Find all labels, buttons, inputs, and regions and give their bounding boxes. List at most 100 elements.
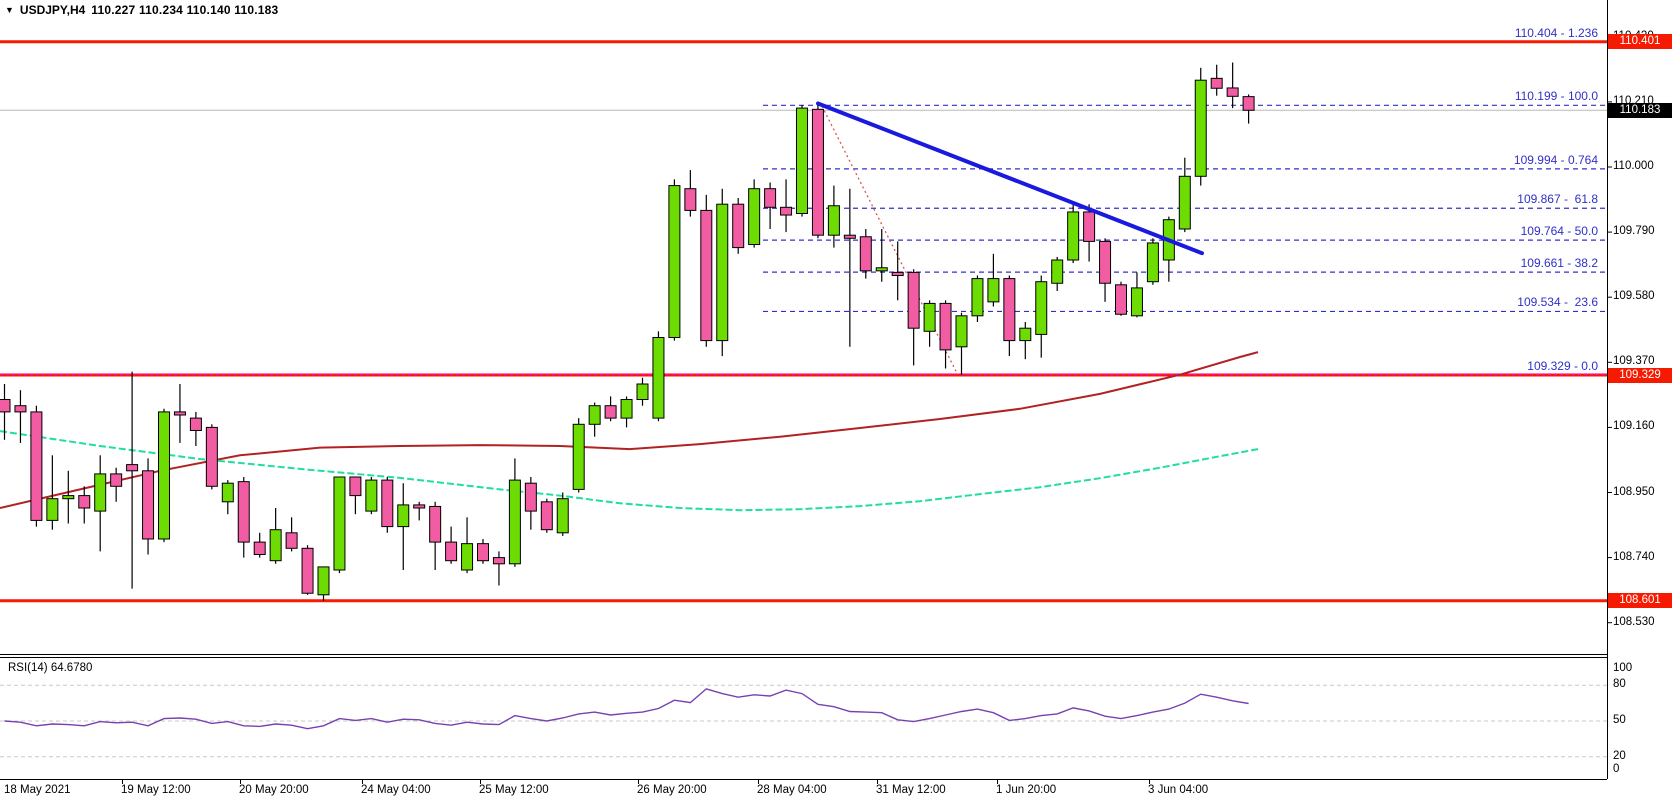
fib-level-label: 109.534 - 23.6	[1517, 295, 1598, 310]
rsi-scale-label: 80	[1613, 678, 1626, 690]
price-axis-label: 108.740	[1613, 550, 1655, 563]
candle-body	[78, 495, 91, 509]
fib-level-label: 110.199 - 100.0	[1514, 89, 1598, 104]
candle-body	[492, 557, 505, 565]
candle-body	[461, 543, 474, 571]
price-badge: 110.183	[1608, 102, 1672, 118]
price-axis-label: 108.530	[1613, 615, 1655, 628]
candle-body	[748, 188, 761, 245]
rsi-indicator-label: RSI(14) 64.6780	[8, 662, 93, 674]
candle-body	[1178, 175, 1191, 230]
candle-body	[1067, 211, 1080, 261]
candle-body	[1019, 327, 1032, 342]
candle-body	[62, 495, 75, 500]
candle-body	[780, 206, 793, 216]
candle-body	[237, 481, 250, 543]
price-badge: 108.601	[1608, 593, 1672, 609]
candle-body	[636, 383, 649, 400]
candle-body	[796, 107, 808, 214]
horizontal-lines[interactable]	[0, 40, 1607, 603]
price-axis-label: 109.160	[1613, 420, 1655, 433]
candle-body	[253, 541, 266, 555]
rsi-scale-label: 20	[1613, 750, 1626, 762]
candle-body	[317, 566, 330, 596]
time-axis-label[interactable]: 18 May 2021	[4, 784, 71, 796]
rsi-panel[interactable]	[0, 684, 1607, 758]
candle-body	[620, 399, 633, 419]
rsi-scale-label: 100	[1613, 662, 1633, 674]
moving-average-fast-teal	[0, 430, 1259, 512]
candle-body	[221, 482, 234, 503]
candle-body	[333, 476, 346, 571]
candle-body	[14, 405, 27, 413]
candle-body	[540, 501, 553, 531]
candle-body	[1003, 278, 1016, 342]
candle-body	[285, 532, 298, 549]
candle-body	[142, 470, 155, 540]
price-axis-label: 110.000	[1613, 160, 1654, 172]
candle-body	[269, 529, 282, 562]
candle-body	[700, 209, 713, 342]
candle-body	[110, 473, 123, 487]
time-axis-label[interactable]: 19 May 12:00	[121, 784, 191, 796]
candle-body	[588, 405, 601, 425]
candle-body	[811, 108, 824, 236]
candlesticks	[0, 62, 1255, 601]
candle-body	[875, 267, 888, 272]
candle-body	[556, 498, 569, 534]
price-badge: 110.401	[1608, 34, 1672, 50]
candle-body	[827, 205, 840, 236]
time-axis-label[interactable]: 31 May 12:00	[876, 784, 946, 796]
candle-body	[30, 411, 43, 521]
descending-trendline[interactable]	[816, 101, 1204, 256]
candle-body	[477, 543, 489, 562]
rsi-scale-label: 50	[1613, 714, 1626, 726]
fib-retracement-levels[interactable]	[763, 104, 1607, 313]
candle-body	[524, 482, 537, 512]
candle-body	[381, 479, 394, 528]
time-axis-label[interactable]: 25 May 12:00	[479, 784, 549, 796]
candle-body	[349, 476, 362, 497]
candle-body	[126, 464, 139, 472]
moving-average-slow-red	[0, 351, 1259, 509]
candle-body	[764, 188, 777, 208]
chart-title-bar: ▼ USDJPY,H4 110.227 110.234 110.140 110.…	[5, 3, 278, 17]
fib-level-label: 109.329 - 0.0	[1527, 359, 1598, 373]
candle-body	[173, 411, 186, 416]
time-axis-label[interactable]: 1 Jun 20:00	[996, 784, 1057, 796]
time-axis-label[interactable]: 20 May 20:00	[239, 784, 309, 796]
candle-body	[1194, 79, 1207, 177]
candle-body	[1242, 96, 1255, 111]
candle-body	[668, 185, 681, 338]
candle-body	[1099, 240, 1112, 284]
price-axis-label: 109.370	[1613, 355, 1655, 368]
time-axis-label[interactable]: 26 May 20:00	[637, 784, 707, 796]
candle-body	[987, 278, 1000, 303]
candle-body	[301, 547, 314, 594]
price-badge: 109.329	[1608, 367, 1672, 383]
symbol-dropdown-icon[interactable]: ▼	[5, 5, 14, 15]
candle-body	[859, 236, 872, 272]
fib-level-label: 109.994 - 0.764	[1513, 152, 1598, 167]
time-axis-label[interactable]: 24 May 04:00	[361, 784, 431, 796]
candle-body	[397, 504, 410, 528]
candle-body	[445, 541, 458, 562]
candle-body	[572, 423, 585, 490]
candle-body	[1051, 259, 1064, 284]
rsi-line	[4, 688, 1249, 730]
ohlc-readout: 110.227 110.234 110.140 110.183	[91, 3, 279, 17]
candle-body	[716, 203, 729, 342]
price-axis-label: 109.580	[1613, 290, 1655, 303]
candle-body	[652, 337, 665, 419]
candle-body	[939, 302, 952, 351]
candle-body	[205, 426, 218, 487]
candle-body	[1210, 77, 1223, 89]
fib-level-label: 109.867 - 61.8	[1517, 192, 1598, 207]
symbol-period-label: USDJPY,H4	[19, 3, 86, 17]
candle-body	[1226, 87, 1239, 97]
time-axis-label[interactable]: 3 Jun 04:00	[1148, 784, 1209, 796]
time-axis-label[interactable]: 28 May 04:00	[757, 784, 827, 796]
candle-body	[413, 504, 426, 509]
